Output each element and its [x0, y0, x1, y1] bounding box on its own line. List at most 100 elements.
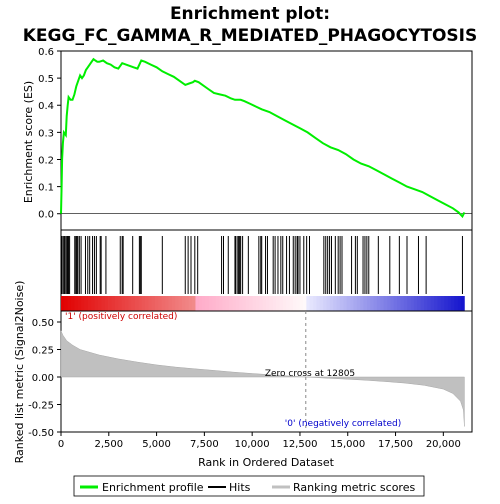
heat-cell: [316, 296, 321, 311]
heat-cell: [148, 296, 153, 311]
heat-cell: [407, 296, 411, 311]
heat-cell: [131, 296, 136, 311]
heat-cell: [151, 296, 156, 311]
heat-cell: [450, 296, 455, 311]
heat-cell: [376, 296, 381, 311]
heat-cell: [165, 296, 169, 311]
heat-cell: [353, 296, 358, 311]
heat-cell: [175, 296, 180, 311]
heat-cell: [303, 296, 307, 311]
heat-cell: [286, 296, 290, 311]
heat-cell: [205, 296, 210, 311]
heat-cell: [279, 296, 284, 311]
heat-cell: [427, 296, 432, 311]
heat-cell: [262, 296, 267, 311]
enrichment-profile-line: [60, 57, 466, 219]
heat-cell: [81, 296, 85, 311]
x-tick-label: 7,500: [190, 439, 219, 450]
heat-cell: [454, 296, 459, 311]
heat-cell: [171, 296, 176, 311]
heat-cell: [215, 296, 220, 311]
heat-cell: [252, 296, 257, 311]
heat-cell: [225, 296, 230, 311]
heat-cell: [292, 296, 297, 311]
heat-cell: [343, 296, 348, 311]
heat-cell: [373, 296, 378, 311]
ranking-metric-area: [60, 330, 465, 427]
heat-cell: [397, 296, 401, 311]
heat-cell: [306, 296, 311, 311]
heat-cell: [61, 296, 65, 311]
heat-cell: [387, 296, 391, 311]
heat-cell: [390, 296, 395, 311]
es-ytick-label: 0.2: [38, 155, 54, 166]
metric-ytick-label: 0.00: [32, 373, 54, 384]
heat-cell: [403, 296, 408, 311]
heat-cell: [430, 296, 435, 311]
es-ytick-label: 0.1: [38, 183, 54, 194]
heat-cell: [155, 296, 159, 311]
heat-cell: [242, 296, 247, 311]
heat-cell: [370, 296, 374, 311]
heat-cell: [138, 296, 143, 311]
heat-cell: [269, 296, 274, 311]
es-ylabel: Enrichment score (ES): [22, 81, 35, 203]
x-axis: 0 2,500 5,000 7,500 10,000 12,500 15,000 17,500…: [58, 432, 461, 450]
heat-cell: [134, 296, 139, 311]
heat-cell: [259, 296, 264, 311]
heat-cell: [229, 296, 233, 311]
heat-cell: [319, 296, 324, 311]
hit-marks: [61, 236, 463, 294]
metric-panel: 0.50 0.25 0.00 -0.25 -0.50 '1' (positively c…: [13, 281, 473, 464]
heat-cell: [71, 296, 75, 311]
heat-cell: [299, 296, 304, 311]
heat-cell: [114, 296, 119, 311]
heat-cell: [182, 296, 186, 311]
heat-cell: [104, 296, 109, 311]
heat-cell: [198, 296, 203, 311]
heat-cell: [333, 296, 338, 311]
ranking-heat-bar: [61, 296, 465, 311]
x-tick-label: 15,000: [330, 439, 365, 450]
heat-cell: [145, 296, 149, 311]
heat-cell: [313, 296, 317, 311]
heat-cell: [212, 296, 217, 311]
positive-label: '1' (positively correlated): [65, 312, 177, 322]
heat-cell: [457, 296, 462, 311]
heat-cell: [366, 296, 371, 311]
heat-cell: [420, 296, 425, 311]
es-ytick-label: 0.0: [38, 210, 54, 221]
es-axis: 0.0 0.1 0.2 0.3 0.4 0.5 0.6: [38, 47, 61, 221]
heat-cell: [417, 296, 422, 311]
heat-cell: [141, 296, 146, 311]
heat-cell: [289, 296, 294, 311]
es-ytick-label: 0.6: [38, 47, 54, 58]
heat-cell: [158, 296, 163, 311]
heat-cell: [363, 296, 368, 311]
legend-hits-label: Hits: [229, 481, 251, 494]
heat-cell: [383, 296, 388, 311]
heat-cell: [413, 296, 418, 311]
negative-label: '0' (negatively correlated): [285, 419, 401, 429]
metric-axis: 0.50 0.25 0.00 -0.25 -0.50: [28, 318, 61, 439]
x-axis-label: Rank in Ordered Dataset: [198, 456, 335, 469]
heat-cell: [118, 296, 122, 311]
hits-panel: [60, 229, 473, 312]
es-ytick-label: 0.3: [38, 128, 54, 139]
heat-cell: [101, 296, 106, 311]
chart-title-line1: Enrichment plot:: [170, 4, 330, 24]
heat-cell: [350, 296, 354, 311]
heat-cell: [323, 296, 327, 311]
heat-cell: [249, 296, 253, 311]
heat-cell: [94, 296, 99, 311]
heat-cell: [67, 296, 72, 311]
x-tick-label: 17,500: [378, 439, 413, 450]
heat-cell: [380, 296, 385, 311]
metric-ylabel: Ranked list metric (Signal2Noise): [13, 281, 26, 464]
x-tick-label: 12,500: [282, 439, 317, 450]
metric-ytick-label: 0.25: [32, 346, 54, 357]
heat-cell: [235, 296, 240, 311]
heat-cell: [168, 296, 173, 311]
